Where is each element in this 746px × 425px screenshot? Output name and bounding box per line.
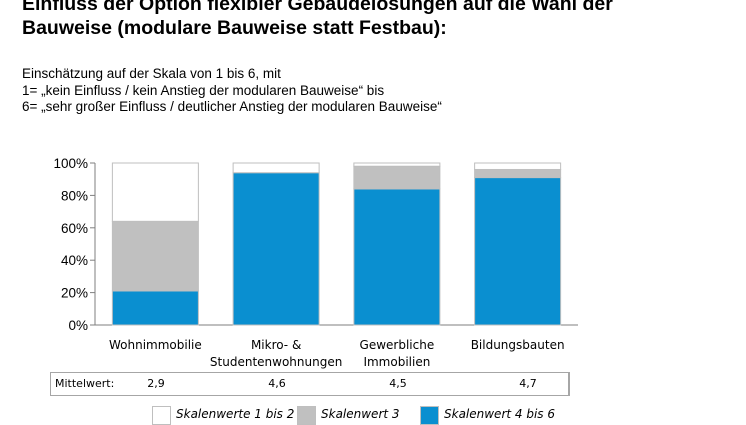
mean-value-table: Mittelwert: 2,9 4,6 4,5 4,7 (50, 372, 570, 396)
bar-segment-3-category-4 (474, 162, 562, 170)
y-tick-label: 80% (61, 188, 88, 203)
bar-segment-2-category-3 (353, 165, 441, 190)
bar-segment-1-category-3 (353, 188, 441, 326)
legend-swatch-4-6 (420, 406, 439, 425)
mean-value-bildungsbauten: 4,7 (519, 377, 537, 390)
bar-segment-3-category-1 (111, 162, 199, 222)
legend-label-4-6: Skalenwert 4 bis 6 (444, 407, 555, 421)
y-tick-label: 0% (68, 318, 88, 333)
x-tick-label-3: Immobilien (363, 355, 430, 369)
legend-swatch-1-2 (152, 406, 171, 425)
subtitle-line-3: 6= „sehr großer Einfluss / deutlicher An… (22, 99, 442, 114)
legend-label-1-2: Skalenwerte 1 bis 2 (176, 407, 295, 421)
subtitle-line-1: Einschätzung auf der Skala von 1 bis 6, … (22, 66, 281, 81)
chart-title: Einfluss der Option flexibler Gebäudelös… (22, 0, 613, 39)
bar-segment-3-category-3 (353, 162, 441, 167)
bar-segment-1-category-4 (474, 177, 562, 326)
bar-segment-2-category-1 (111, 220, 199, 292)
legend-swatch-3 (297, 406, 316, 425)
x-tick-label-1: Wohnimmobilie (109, 338, 202, 352)
bar-segment-3-category-2 (232, 162, 320, 174)
stacked-bar-chart: 0% 20% 40% 60% 80% 100% Wohnimmobilie Mikro- & S… (53, 156, 578, 369)
bar-segment-1-category-2 (232, 172, 320, 326)
mean-value-mikro: 4,6 (268, 377, 286, 390)
y-tick-label: 100% (53, 156, 88, 171)
x-tick-label-2: Mikro- & (251, 338, 301, 352)
chart-legend: Skalenwerte 1 bis 2 Skalenwert 3 Skalenw… (0, 404, 746, 425)
bar-segment-1-category-1 (111, 290, 199, 326)
chart-subtitle: Einschätzung auf der Skala von 1 bis 6, … (22, 66, 442, 116)
y-tick-label: 60% (61, 221, 88, 236)
mean-value-gewerbliche: 4,5 (389, 377, 407, 390)
subtitle-line-2: 1= „kein Einfluss / kein Anstieg der mod… (22, 82, 385, 98)
legend-label-3: Skalenwert 3 (321, 407, 400, 421)
bar-segment-2-category-4 (474, 168, 562, 179)
mean-value-label: Mittelwert: (55, 377, 115, 390)
x-tick-label-3: Gewerbliche (360, 338, 435, 352)
y-tick-label: 20% (61, 286, 88, 301)
y-tick-label: 40% (61, 253, 88, 268)
x-tick-label-4: Bildungsbauten (471, 338, 565, 352)
x-tick-label-2: Studentenwohnungen (210, 355, 342, 369)
mean-value-wohnimmobilie: 2,9 (147, 377, 165, 390)
